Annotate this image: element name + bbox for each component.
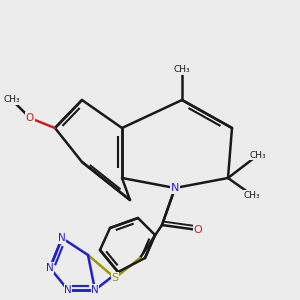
- Text: CH₃: CH₃: [250, 151, 266, 160]
- Text: CH₃: CH₃: [4, 95, 20, 104]
- Text: CH₃: CH₃: [174, 65, 190, 74]
- Text: N: N: [171, 183, 179, 193]
- Text: O: O: [26, 113, 34, 123]
- Text: S: S: [111, 273, 118, 283]
- Text: CH₃: CH₃: [244, 190, 260, 200]
- Text: N: N: [58, 233, 66, 243]
- Text: N: N: [64, 285, 72, 295]
- Text: N: N: [91, 285, 99, 295]
- Text: O: O: [194, 225, 202, 235]
- Text: N: N: [46, 263, 54, 273]
